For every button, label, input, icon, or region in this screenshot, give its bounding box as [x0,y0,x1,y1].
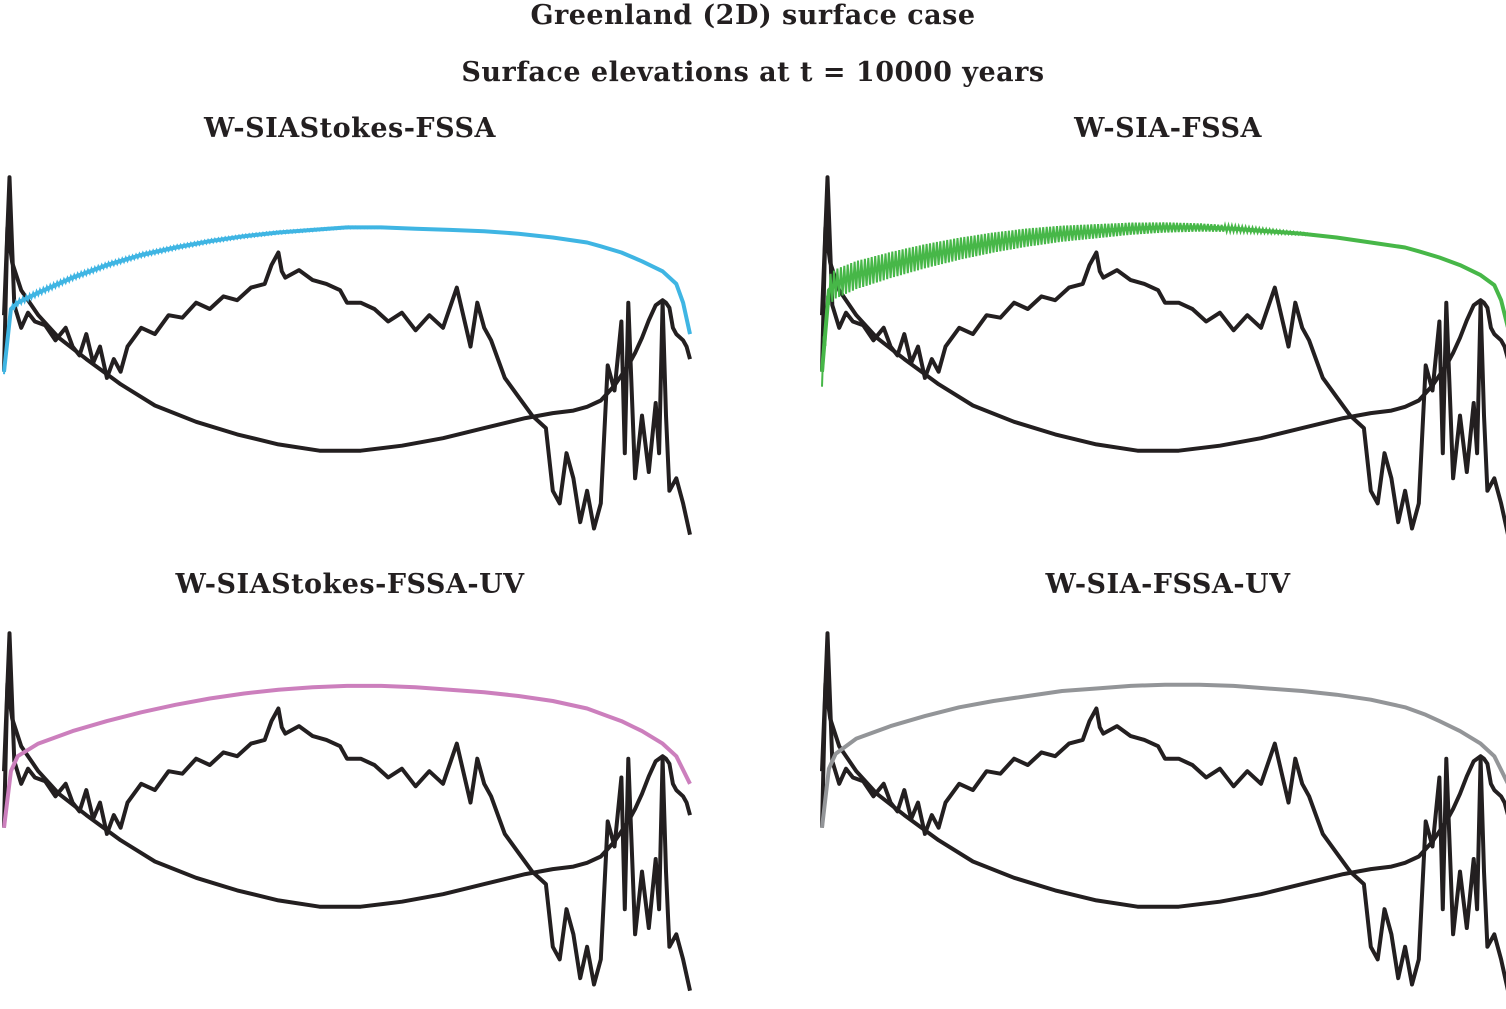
panel-title: W-SIA-FSSA-UV [1045,569,1291,600]
bed-topography-line [2,175,692,536]
panel-plot [820,631,1506,991]
model-surface-line [820,225,1506,372]
model-surface-line [2,683,692,828]
figure-subtitle: Surface elevations at t = 10000 years [461,57,1045,88]
figure-title: Greenland (2D) surface case [530,0,976,31]
model-surface-line [820,682,1506,828]
panel-plot [820,175,1506,535]
panel-title: W-SIAStokes-FSSA [204,113,496,144]
panel-w-siastokes-fssa-uv: W-SIAStokes-FSSA-UV [0,569,700,1009]
reference-surface-line [2,681,692,909]
panel-w-sia-fssa: W-SIA-FSSA [818,113,1506,553]
bed-topography-line [820,631,1506,991]
bed-topography-line [820,175,1506,535]
panel-title: W-SIAStokes-FSSA-UV [175,569,525,600]
panel-w-sia-fssa-uv: W-SIA-FSSA-UV [818,569,1506,1009]
bed-topography-line [2,631,692,992]
model-surface-line [2,225,692,372]
panel-w-siastokes-fssa: W-SIAStokes-FSSA [0,113,700,553]
panel-title: W-SIA-FSSA [1074,113,1262,144]
reference-surface-line [820,225,1506,453]
reference-surface-line [820,681,1506,909]
reference-surface-line [2,225,692,453]
panel-plot [2,631,692,992]
panel-plot [2,175,692,536]
